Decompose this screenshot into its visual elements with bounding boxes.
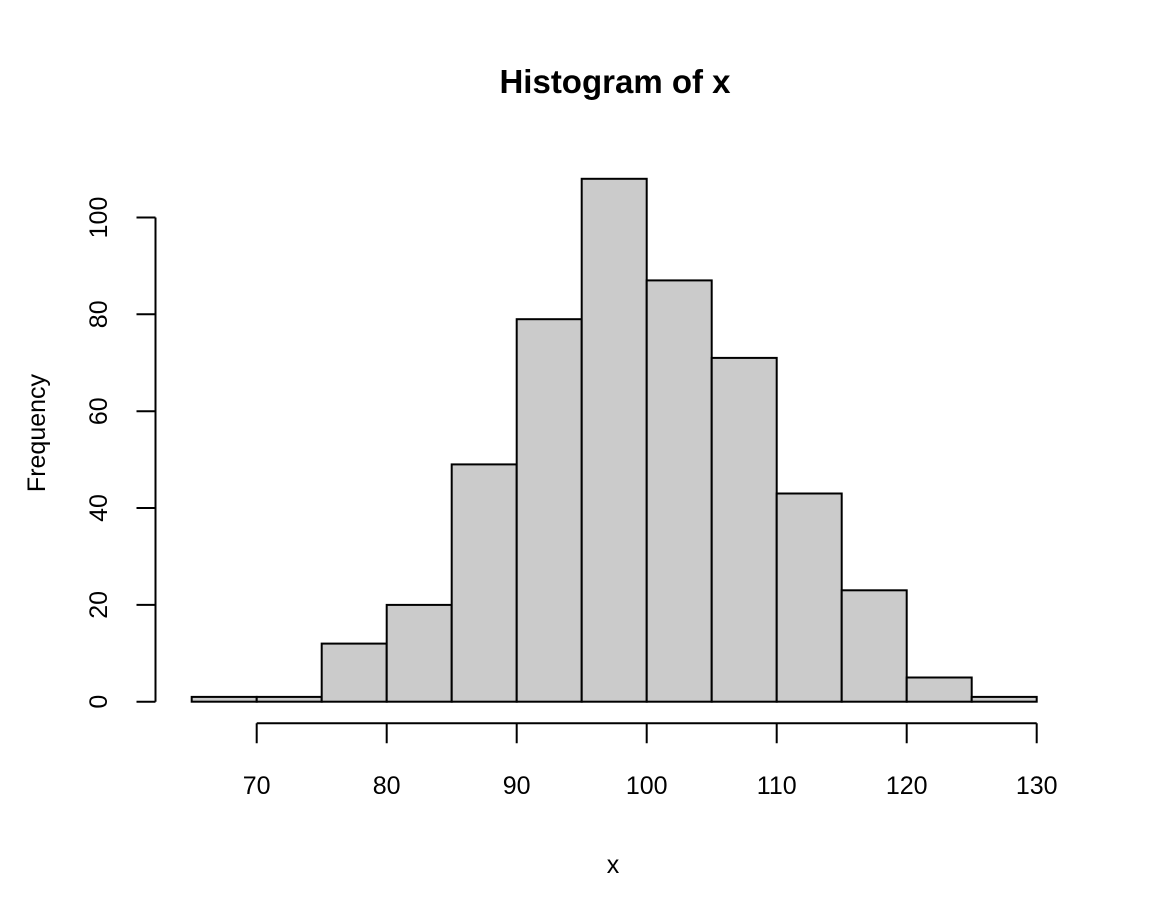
histogram-bar: [775, 492, 843, 703]
histogram-bar: [515, 318, 583, 703]
y-axis-line: [136, 216, 157, 703]
y-tick-label: 80: [85, 300, 113, 328]
x-tick-label: 110: [757, 772, 797, 800]
histogram-bar: [710, 356, 778, 703]
histogram-bar: [840, 589, 908, 703]
x-tick-label: 130: [1016, 772, 1058, 800]
x-axis-label: x: [607, 851, 620, 879]
histogram-bar: [320, 642, 388, 703]
x-tick-label: 100: [626, 772, 668, 800]
y-tick-label: 100: [85, 197, 113, 239]
x-tick-label: 120: [886, 772, 928, 800]
y-tick-label: 40: [85, 494, 113, 522]
histogram-bar: [385, 603, 453, 703]
y-tick-label: 60: [85, 397, 113, 425]
histogram-bar: [580, 177, 648, 703]
histogram-bar: [450, 463, 518, 703]
y-tick-label: 0: [85, 695, 113, 709]
x-tick-label: 70: [243, 772, 271, 800]
histogram-bar: [970, 695, 1038, 703]
histogram-bar: [645, 279, 713, 703]
x-tick-label: 80: [373, 772, 401, 800]
y-axis-label: Frequency: [23, 373, 51, 492]
histogram-bar: [905, 676, 973, 703]
y-tick-label: 20: [85, 591, 113, 619]
x-tick-label: 90: [503, 772, 531, 800]
histogram-bar: [255, 695, 323, 703]
histogram-bar: [190, 695, 258, 703]
x-axis-line: [255, 722, 1038, 744]
chart-title: Histogram of x: [499, 63, 731, 100]
